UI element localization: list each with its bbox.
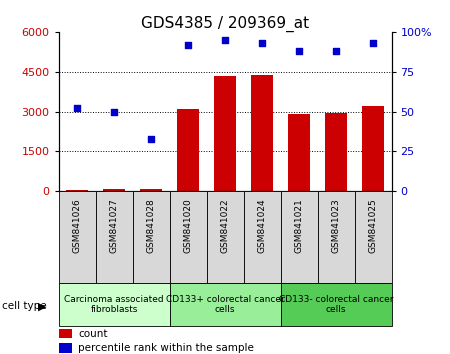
Bar	[214, 76, 236, 191]
Text: CD133- colorectal cancer
cells: CD133- colorectal cancer cells	[279, 295, 393, 314]
Text: GDS4385 / 209369_at: GDS4385 / 209369_at	[141, 16, 309, 32]
Text: count: count	[78, 329, 108, 339]
Bar	[362, 106, 384, 191]
Text: GSM841027: GSM841027	[109, 199, 118, 253]
Bar	[251, 75, 273, 191]
Bar	[58, 343, 72, 353]
Text: GSM841028: GSM841028	[147, 199, 156, 253]
Bar	[58, 329, 72, 338]
Point	[221, 37, 229, 42]
Point	[73, 105, 81, 111]
Text: cell type: cell type	[2, 301, 47, 311]
Text: ▶: ▶	[38, 301, 46, 311]
Point	[369, 40, 377, 46]
Text: percentile rank within the sample: percentile rank within the sample	[78, 343, 254, 353]
Bar	[207, 191, 243, 283]
Bar	[66, 190, 88, 191]
Bar	[140, 189, 162, 191]
Bar	[103, 188, 125, 191]
Text: GSM841020: GSM841020	[184, 199, 193, 253]
Bar	[325, 113, 347, 191]
Text: GSM841026: GSM841026	[72, 199, 81, 253]
Bar	[280, 191, 318, 283]
Bar	[58, 191, 95, 283]
Bar	[355, 191, 392, 283]
Bar	[132, 191, 170, 283]
Bar	[95, 191, 132, 283]
Bar	[318, 191, 355, 283]
Bar	[170, 283, 280, 326]
Text: GSM841024: GSM841024	[257, 199, 266, 253]
Bar	[177, 109, 199, 191]
Bar	[170, 191, 207, 283]
Text: CD133+ colorectal cancer
cells: CD133+ colorectal cancer cells	[166, 295, 284, 314]
Text: GSM841025: GSM841025	[369, 199, 378, 253]
Text: GSM841023: GSM841023	[332, 199, 341, 253]
Text: Carcinoma associated
fibroblasts: Carcinoma associated fibroblasts	[64, 295, 164, 314]
Text: GSM841021: GSM841021	[294, 199, 303, 253]
Bar	[58, 283, 170, 326]
Point	[184, 42, 192, 47]
Point	[258, 40, 265, 46]
Bar	[280, 283, 392, 326]
Bar	[288, 114, 310, 191]
Point	[110, 109, 117, 114]
Text: GSM841022: GSM841022	[220, 199, 230, 253]
Point	[148, 136, 155, 142]
Point	[295, 48, 302, 54]
Bar	[243, 191, 280, 283]
Point	[333, 48, 340, 54]
